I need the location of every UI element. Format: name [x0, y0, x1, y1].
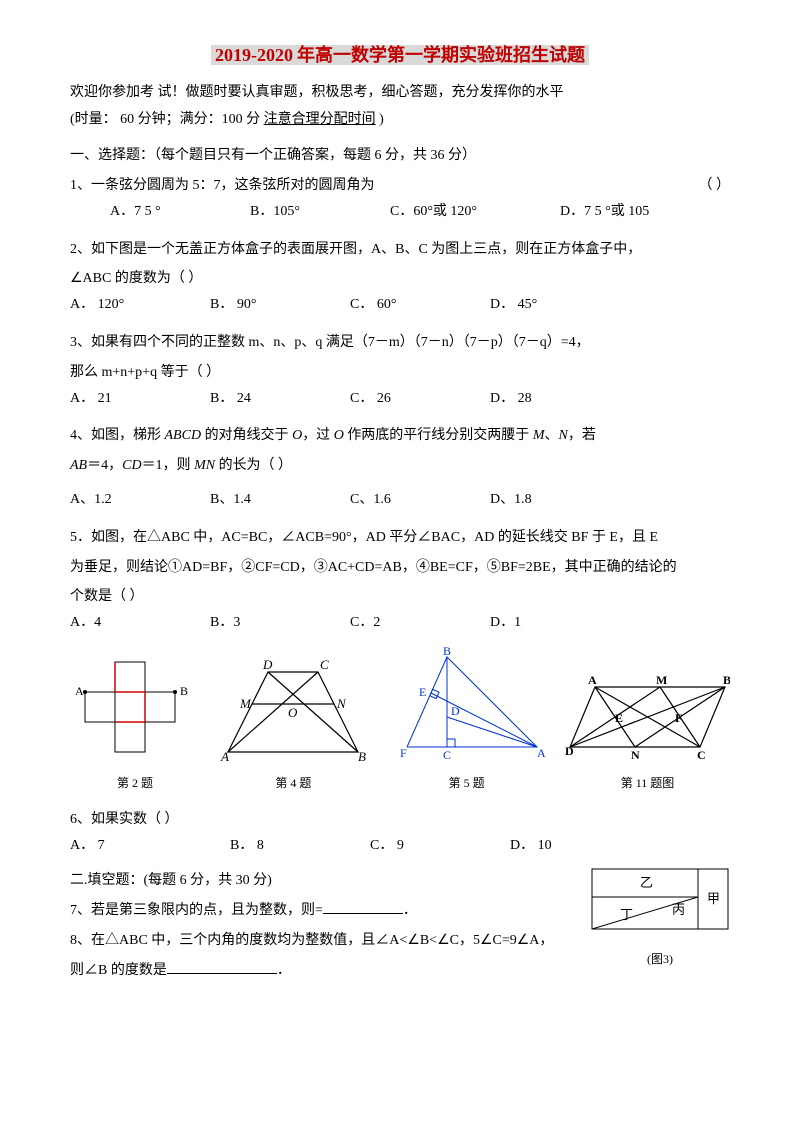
q5-opt-b: B．3: [210, 611, 350, 635]
q1-opt-c: C．60°或 120°: [390, 200, 560, 224]
fig2-svg: A B: [70, 657, 200, 767]
svg-text:C: C: [697, 748, 706, 762]
q6-opt-d: D． 10: [510, 834, 650, 858]
question-1-options: A．7 5 ° B．105° C．60°或 120° D．7 5 °或 105: [70, 200, 730, 224]
svg-text:N: N: [336, 696, 347, 711]
svg-text:F: F: [675, 711, 682, 725]
question-1: 1、一条弦分圆周为 5：7，这条弦所对的圆周角为（ ）: [70, 174, 730, 198]
fig4-caption: 第 4 题: [218, 773, 368, 793]
svg-text:N: N: [631, 748, 640, 762]
q4-opt-b: B、1.4: [210, 488, 350, 512]
q5-opt-a: A．4: [70, 611, 210, 635]
question-4b: AB＝4，CD＝1，则 MN 的长为（ ）: [70, 454, 730, 478]
question-5-options: A．4 B．3 C．2 D．1: [70, 611, 730, 635]
svg-text:D: D: [565, 744, 574, 758]
figure-q11: A M B E F D N C 第 11 题图: [565, 672, 730, 794]
svg-text:C: C: [443, 748, 451, 762]
q5-opt-d: D．1: [490, 611, 630, 635]
svg-text:D: D: [451, 704, 460, 718]
svg-text:丙: 丙: [672, 902, 685, 917]
svg-text:M: M: [656, 673, 667, 687]
question-3-options: A． 21 B． 24 C． 26 D． 28: [70, 387, 730, 411]
question-2: 2、如下图是一个无盖正方体盒子的表面展开图，A、B、C 为图上三点，则在正方体盒…: [70, 238, 730, 262]
svg-text:B: B: [443, 647, 451, 658]
svg-text:乙: 乙: [640, 875, 653, 890]
question-3b: 那么 m+n+p+q 等于（ ）: [70, 361, 730, 385]
svg-text:B: B: [723, 673, 730, 687]
question-6: 6、如果实数（ ）: [70, 808, 730, 832]
blank-7: [323, 899, 403, 914]
q3-opt-d: D． 28: [490, 387, 630, 411]
svg-text:C: C: [320, 657, 329, 672]
q5-opt-c: C．2: [350, 611, 490, 635]
question-6-options: A． 7 B． 8 C． 9 D． 10: [70, 834, 730, 858]
question-2b: ∠ABC 的度数为（ ）: [70, 267, 730, 291]
svg-text:E: E: [419, 685, 426, 699]
svg-text:丁: 丁: [620, 907, 633, 922]
question-4-options: A、1.2 B、1.4 C、1.6 D、1.8: [70, 488, 730, 512]
fig3-svg: 乙 甲 丙 丁: [590, 867, 730, 942]
q4-opt-a: A、1.2: [70, 488, 210, 512]
fig2-caption: 第 2 题: [70, 773, 200, 793]
question-5c: 个数是（ ）: [70, 585, 730, 609]
question-2-options: A． 120° B． 90° C． 60° D． 45°: [70, 293, 730, 317]
svg-text:O: O: [288, 705, 298, 720]
q3-opt-a: A． 21: [70, 387, 210, 411]
q1-opt-a: A．7 5 °: [110, 200, 250, 224]
fig4-svg: D C M N O A B: [218, 657, 368, 767]
fig11-caption: 第 11 题图: [565, 773, 730, 793]
svg-text:A: A: [537, 746, 546, 760]
intro-line-1: 欢迎你参加考 试！做题时要认真审题，积极思考，细心答题，充分发挥你的水平: [70, 81, 730, 105]
fig5-svg: B E D F C A: [387, 647, 547, 767]
question-5a: 5．如图，在△ABC 中，AC=BC，∠ACB=90°，AD 平分∠BAC，AD…: [70, 526, 730, 550]
question-4a: 4、如图，梯形 ABCD 的对角线交于 O，过 O 作两底的平行线分别交两腰于 …: [70, 424, 730, 448]
blank-8: [167, 959, 277, 974]
intro-line-2: (时量： 60 分钟；满分：100 分 注意合理分配时间 ): [70, 108, 730, 132]
q3-opt-c: C． 26: [350, 387, 490, 411]
q2-opt-b: B． 90°: [210, 293, 350, 317]
page-title: 2019-2020年高一数学第一学期实验班招生试题: [70, 40, 730, 71]
svg-text:F: F: [400, 746, 407, 760]
svg-text:B: B: [180, 684, 188, 698]
q4-opt-d: D、1.8: [490, 488, 630, 512]
figure-row: A B 第 2 题 D C M N O A B 第 4 题: [70, 647, 730, 794]
fig3-caption: (图3): [590, 949, 730, 969]
figure-q2: A B 第 2 题: [70, 657, 200, 794]
fig5-caption: 第 5 题: [387, 773, 547, 793]
q6-opt-b: B． 8: [230, 834, 370, 858]
svg-text:E: E: [615, 711, 623, 725]
svg-text:A: A: [588, 673, 597, 687]
svg-text:甲: 甲: [707, 891, 720, 906]
figure-q5: B E D F C A 第 5 题: [387, 647, 547, 794]
figure-q4: D C M N O A B 第 4 题: [218, 657, 368, 794]
title-hl: 2019-2020年高一数学第一学期实验班招生试题: [211, 45, 589, 65]
svg-text:A: A: [75, 684, 84, 698]
q6-opt-a: A． 7: [70, 834, 230, 858]
q4-opt-c: C、1.6: [350, 488, 490, 512]
q2-opt-d: D． 45°: [490, 293, 630, 317]
question-3a: 3、如果有四个不同的正整数 m、n、p、q 满足（7－m）（7－n）（7－p）（…: [70, 331, 730, 355]
fig11-svg: A M B E F D N C: [565, 672, 730, 767]
section-1-heading: 一、选择题：（每个题目只有一个正确答案，每题 6 分，共 36 分）: [70, 144, 730, 168]
svg-text:B: B: [358, 749, 366, 764]
figure-3: 乙 甲 丙 丁 (图3): [590, 867, 730, 969]
q2-opt-c: C． 60°: [350, 293, 490, 317]
svg-text:A: A: [220, 749, 229, 764]
q2-opt-a: A． 120°: [70, 293, 210, 317]
svg-text:M: M: [239, 696, 252, 711]
q1-opt-d: D．7 5 °或 105: [560, 200, 700, 224]
svg-text:D: D: [262, 657, 273, 672]
q1-opt-b: B．105°: [250, 200, 390, 224]
question-5b: 为垂足，则结论①AD=BF，②CF=CD，③AC+CD=AB，④BE=CF，⑤B…: [70, 556, 730, 580]
q3-opt-b: B． 24: [210, 387, 350, 411]
note-underline: 注意合理分配时间: [264, 112, 376, 127]
q6-opt-c: C． 9: [370, 834, 510, 858]
